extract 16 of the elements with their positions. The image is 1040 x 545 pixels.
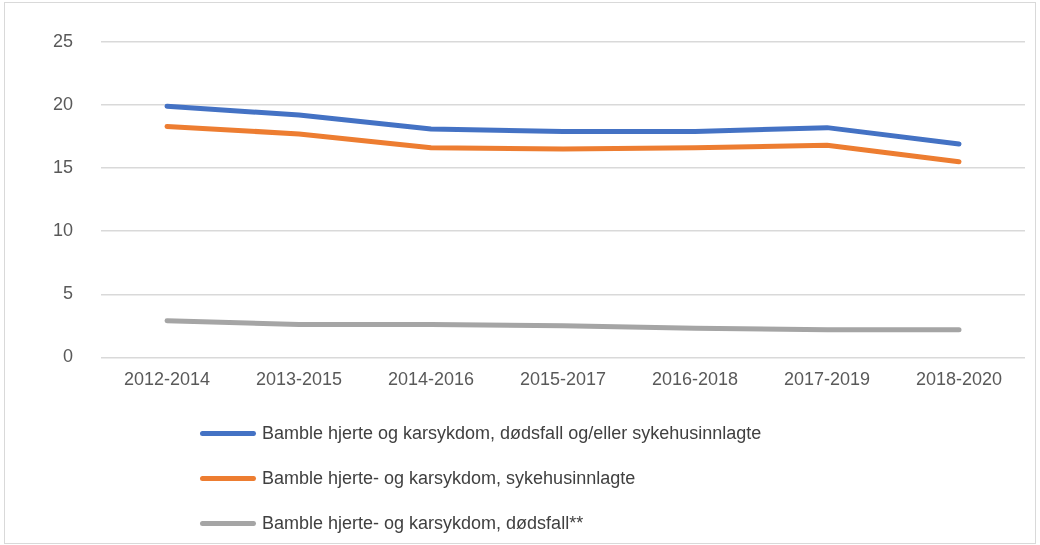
x-tick-label: 2014-2016 bbox=[387, 369, 475, 390]
x-tick-label: 2013-2015 bbox=[255, 369, 343, 390]
y-tick-label: 25 bbox=[52, 30, 74, 51]
legend-label: Bamble hjerte- og karsykdom, dødsfall** bbox=[262, 513, 584, 534]
y-tick-label: 10 bbox=[52, 220, 74, 241]
y-tick-label: 0 bbox=[63, 346, 74, 367]
y-tick-label: 20 bbox=[52, 93, 74, 114]
x-tick-label: 2016-2018 bbox=[651, 369, 739, 390]
x-tick-label: 2012-2014 bbox=[123, 369, 211, 390]
y-tick-label: 15 bbox=[52, 157, 74, 178]
x-tick-label: 2017-2019 bbox=[783, 369, 871, 390]
x-tick-label: 2015-2017 bbox=[519, 369, 607, 390]
y-tick-label: 5 bbox=[63, 283, 74, 304]
legend-label: Bamble hjerte- og karsykdom, sykehusinnlagte bbox=[262, 468, 636, 489]
legend-label: Bamble hjerte og karsykdom, dødsfall og/eller sykehusinnlagte bbox=[262, 423, 762, 444]
x-tick-label: 2018-2020 bbox=[915, 369, 1003, 390]
